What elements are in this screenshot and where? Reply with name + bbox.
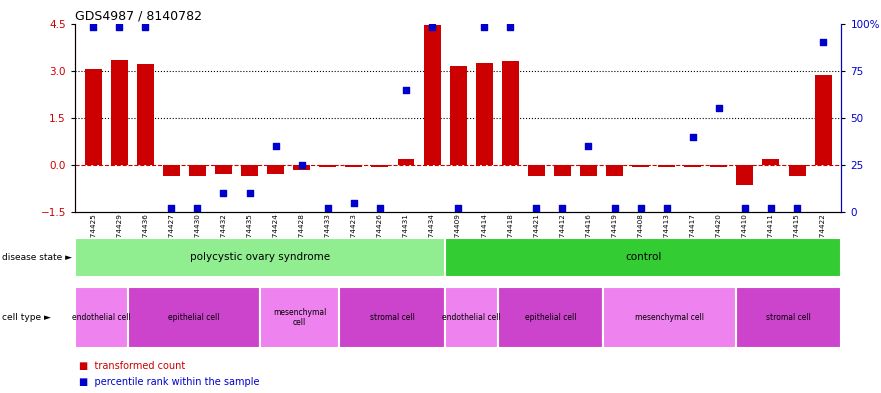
Bar: [737, 165, 753, 185]
Point: [451, 205, 465, 211]
Bar: [75, 287, 128, 348]
Bar: [424, 25, 440, 165]
Point: [608, 205, 622, 211]
Point: [685, 134, 700, 140]
Point: [816, 39, 830, 46]
Bar: [293, 165, 310, 170]
Text: GDS4987 / 8140782: GDS4987 / 8140782: [75, 9, 202, 22]
Bar: [736, 287, 841, 348]
Bar: [580, 165, 597, 176]
Bar: [397, 159, 414, 165]
Bar: [445, 238, 841, 277]
Bar: [319, 165, 337, 167]
Bar: [502, 61, 519, 165]
Point: [425, 24, 439, 31]
Bar: [815, 75, 832, 165]
Bar: [111, 60, 128, 165]
Point: [138, 24, 152, 31]
Point: [294, 162, 308, 168]
Bar: [449, 66, 467, 165]
Point: [478, 24, 492, 31]
Bar: [710, 165, 728, 167]
Point: [660, 205, 674, 211]
Text: cell type ►: cell type ►: [2, 313, 50, 322]
Bar: [606, 165, 623, 176]
Point: [242, 190, 256, 196]
Bar: [85, 69, 101, 165]
Point: [347, 200, 361, 206]
Point: [738, 205, 752, 211]
Text: stromal cell: stromal cell: [766, 313, 811, 322]
Point: [633, 205, 648, 211]
Bar: [241, 165, 258, 176]
Point: [503, 24, 517, 31]
Bar: [345, 165, 362, 167]
Bar: [603, 287, 736, 348]
Text: epithelial cell: epithelial cell: [525, 313, 576, 322]
Bar: [528, 165, 544, 176]
Bar: [476, 63, 492, 165]
Text: ■  transformed count: ■ transformed count: [79, 362, 186, 371]
Bar: [137, 64, 154, 165]
Bar: [260, 287, 339, 348]
Bar: [75, 238, 445, 277]
Point: [764, 205, 778, 211]
Point: [86, 24, 100, 31]
Bar: [445, 287, 498, 348]
Point: [712, 105, 726, 112]
Text: disease state ►: disease state ►: [2, 253, 71, 262]
Point: [555, 205, 569, 211]
Bar: [554, 165, 571, 176]
Point: [373, 205, 387, 211]
Point: [217, 190, 231, 196]
Text: mesenchymal
cell: mesenchymal cell: [273, 308, 326, 327]
Bar: [163, 165, 180, 176]
Bar: [372, 165, 389, 167]
Point: [112, 24, 126, 31]
Bar: [189, 165, 206, 176]
Bar: [215, 165, 232, 174]
Text: endothelial cell: endothelial cell: [72, 313, 130, 322]
Text: control: control: [625, 252, 662, 263]
Point: [399, 86, 413, 93]
Bar: [267, 165, 284, 174]
Bar: [633, 165, 649, 167]
Bar: [762, 159, 780, 165]
Bar: [658, 165, 675, 167]
Bar: [128, 287, 260, 348]
Point: [790, 205, 804, 211]
Point: [581, 143, 596, 149]
Text: stromal cell: stromal cell: [370, 313, 414, 322]
Text: epithelial cell: epithelial cell: [168, 313, 219, 322]
Bar: [498, 287, 603, 348]
Point: [164, 205, 178, 211]
Point: [269, 143, 283, 149]
Text: endothelial cell: endothelial cell: [442, 313, 500, 322]
Point: [190, 205, 204, 211]
Point: [321, 205, 335, 211]
Text: ■  percentile rank within the sample: ■ percentile rank within the sample: [79, 377, 260, 387]
Bar: [339, 287, 445, 348]
Bar: [685, 165, 701, 167]
Text: mesenchymal cell: mesenchymal cell: [635, 313, 704, 322]
Point: [529, 205, 544, 211]
Text: polycystic ovary syndrome: polycystic ovary syndrome: [189, 252, 330, 263]
Bar: [788, 165, 805, 176]
